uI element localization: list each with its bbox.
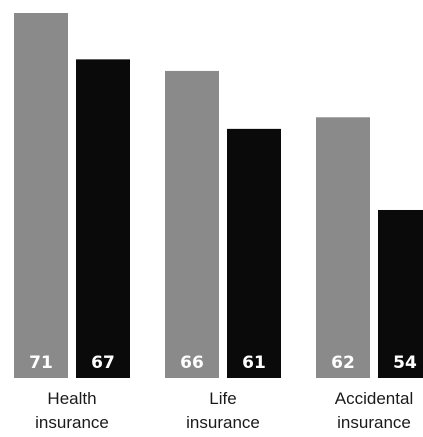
value-label-accidental-series-1: 62 [331,353,355,373]
value-label-life-series-2: 61 [242,353,266,373]
value-label-health-series-1: 71 [29,353,53,373]
category-label-life: Life insurance [186,389,260,432]
value-label-accidental-series-2: 54 [393,353,417,373]
bar-health-series-1 [14,13,68,378]
category-label-accidental: Accidental insurance [335,389,413,432]
bar-health-series-2 [76,59,130,378]
value-label-health-series-2: 67 [91,353,115,373]
bar-accidental-series-2 [378,209,423,378]
category-label-health: Health insurance [35,389,109,432]
bar-accidental-series-1 [316,117,370,379]
value-label-life-series-1: 66 [180,353,204,373]
bars-group [14,13,423,379]
bar-life-series-2 [227,128,281,378]
bar-life-series-1 [165,70,219,378]
category-labels-group: Health insurance Life insurance Accidental in… [35,389,413,432]
value-labels-group: 71 67 66 61 62 54 [29,353,417,373]
